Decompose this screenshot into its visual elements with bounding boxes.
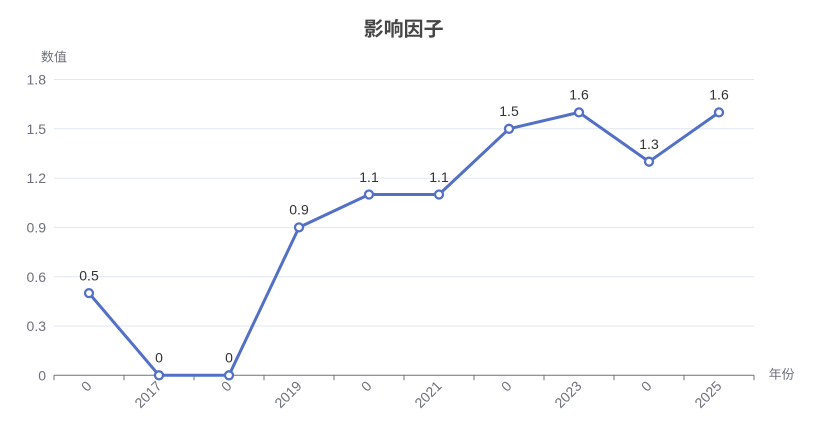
svg-text:1.5: 1.5 xyxy=(27,121,47,137)
svg-text:0: 0 xyxy=(38,367,46,383)
svg-text:1.2: 1.2 xyxy=(27,170,47,186)
svg-text:0.9: 0.9 xyxy=(27,220,47,236)
svg-text:0: 0 xyxy=(155,350,163,366)
svg-text:0.9: 0.9 xyxy=(289,202,309,218)
svg-text:1.6: 1.6 xyxy=(569,87,589,103)
svg-text:1.3: 1.3 xyxy=(639,136,659,152)
svg-text:1.8: 1.8 xyxy=(27,72,47,88)
svg-text:1.6: 1.6 xyxy=(709,87,729,103)
svg-text:0.5: 0.5 xyxy=(79,267,99,283)
svg-text:0: 0 xyxy=(225,350,233,366)
svg-text:1.5: 1.5 xyxy=(499,103,519,119)
svg-text:0.6: 0.6 xyxy=(27,269,47,285)
svg-text:0.3: 0.3 xyxy=(27,318,47,334)
svg-text:1.1: 1.1 xyxy=(429,169,449,185)
svg-text:1.1: 1.1 xyxy=(359,169,379,185)
